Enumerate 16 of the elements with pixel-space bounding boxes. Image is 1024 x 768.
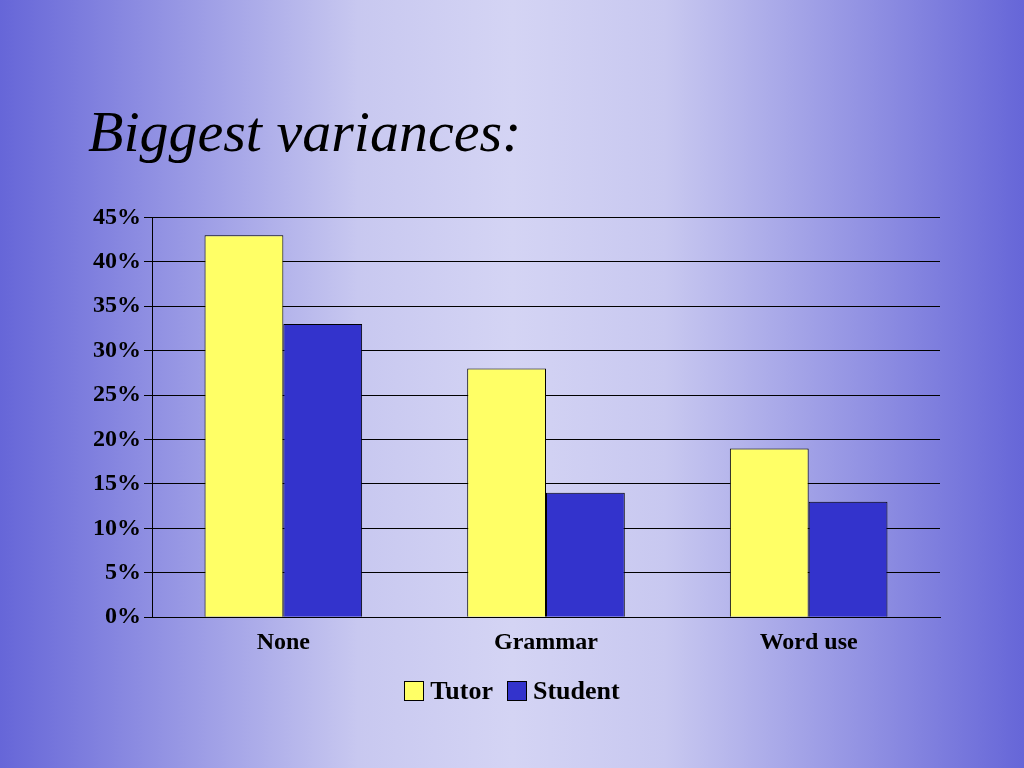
y-tick-label: 10% (93, 513, 141, 540)
x-tick-label: Word use (759, 627, 859, 654)
y-tick-label: 25% (93, 380, 141, 407)
legend-label: Student (532, 676, 620, 706)
y-tick-label: 0% (105, 602, 141, 629)
y-tick-label: 20% (93, 424, 141, 451)
chart-title: Biggest variances: (88, 98, 522, 165)
y-tick-label: 35% (93, 291, 141, 318)
y-tick-label: 45% (93, 202, 141, 229)
y-tick-label: 30% (93, 335, 141, 362)
y-tick-label: 15% (93, 469, 141, 496)
text: Tutor (430, 676, 493, 706)
y-tick-label: 5% (105, 557, 141, 584)
x-tick-label: Grammar (494, 627, 599, 654)
y-tick-label: 40% (93, 247, 141, 274)
x-tick-label: None (256, 627, 311, 654)
